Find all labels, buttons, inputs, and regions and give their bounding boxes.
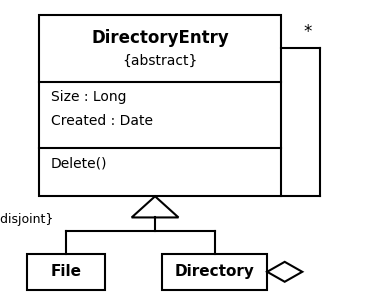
Text: Directory: Directory [175,264,254,279]
Text: Created : Date: Created : Date [51,114,153,128]
Bar [162,254,267,290]
Text: File: File [51,264,82,279]
Text: {disjoint}: {disjoint} [0,214,53,226]
Polygon shape [132,196,179,217]
Bar [27,254,105,290]
Text: DirectoryEntry: DirectoryEntry [91,29,229,47]
Text: {abstract}: {abstract} [122,53,198,67]
Text: Delete(): Delete() [51,156,107,170]
Text: Size : Long: Size : Long [51,90,126,104]
Text: *: * [304,23,312,41]
Bar [39,15,281,196]
Polygon shape [267,262,302,282]
